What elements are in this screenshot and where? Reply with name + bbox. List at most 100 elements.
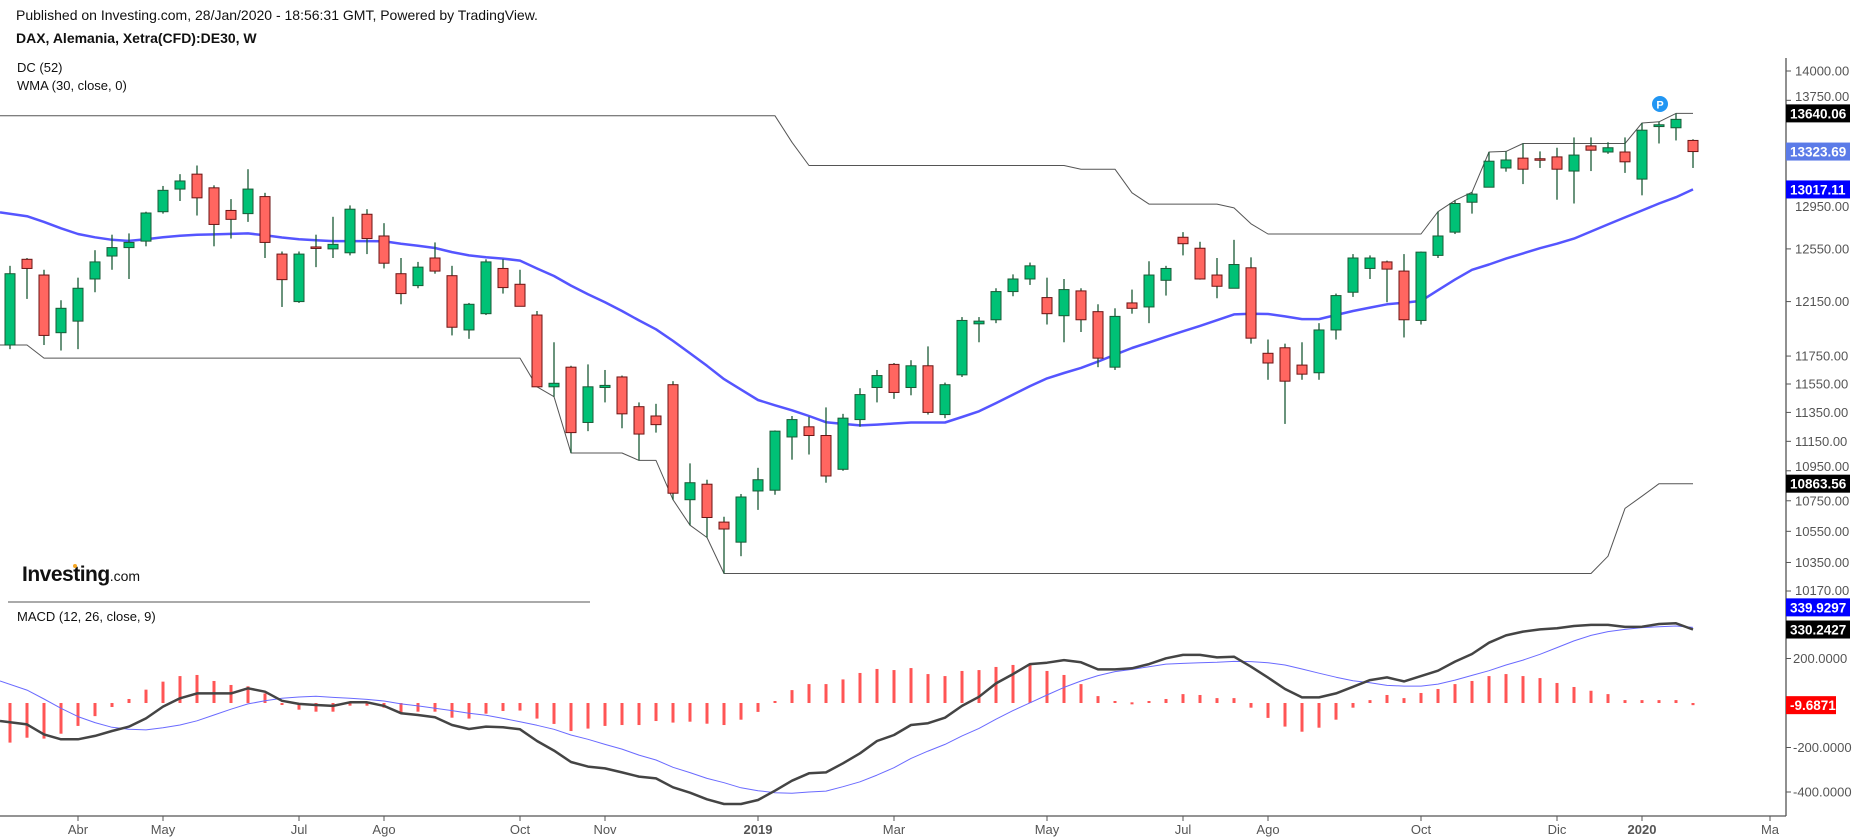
candle-up[interactable] xyxy=(990,291,1002,321)
candle-up[interactable] xyxy=(106,247,118,257)
candle-up[interactable] xyxy=(837,417,849,470)
candle-down[interactable] xyxy=(1517,157,1529,170)
marker-p-icon[interactable] xyxy=(1652,96,1668,112)
candle-up[interactable] xyxy=(123,241,135,249)
candle-down[interactable] xyxy=(1211,274,1223,287)
candle-down[interactable] xyxy=(38,274,50,336)
candle-down[interactable] xyxy=(922,365,934,413)
candle-down[interactable] xyxy=(1194,247,1206,280)
candle-up[interactable] xyxy=(1058,289,1070,317)
candle-up[interactable] xyxy=(174,180,186,190)
macd-indicator-label[interactable]: MACD (12, 26, close, 9) xyxy=(17,609,156,624)
candle-down[interactable] xyxy=(1687,139,1699,153)
candle-up[interactable] xyxy=(752,479,764,492)
candle-down[interactable] xyxy=(378,235,390,264)
candle-down[interactable] xyxy=(1041,297,1053,315)
candle-up[interactable] xyxy=(1653,124,1665,128)
candle-down[interactable] xyxy=(1381,261,1393,270)
candle-up[interactable] xyxy=(463,303,475,331)
candle-down[interactable] xyxy=(803,426,815,437)
candle-up[interactable] xyxy=(89,261,101,280)
candle-up[interactable] xyxy=(4,273,16,346)
candle-up[interactable] xyxy=(327,243,339,250)
candle-down[interactable] xyxy=(1534,158,1546,161)
candle-up[interactable] xyxy=(599,384,611,389)
candle-down[interactable] xyxy=(1551,156,1563,170)
candle-down[interactable] xyxy=(1075,290,1087,321)
candle-down[interactable] xyxy=(514,283,526,307)
candle-down[interactable] xyxy=(429,257,441,272)
candle-down[interactable] xyxy=(276,253,288,281)
candle-up[interactable] xyxy=(1364,257,1376,269)
candle-up[interactable] xyxy=(1500,159,1512,169)
candle-down[interactable] xyxy=(1262,352,1274,364)
candle-up[interactable] xyxy=(1007,278,1019,293)
candle-down[interactable] xyxy=(531,314,543,388)
candle-up[interactable] xyxy=(684,482,696,501)
candle-down[interactable] xyxy=(1585,145,1597,151)
candle-up[interactable] xyxy=(72,287,84,322)
candle-down[interactable] xyxy=(1177,236,1189,245)
candle-down[interactable] xyxy=(1296,364,1308,375)
candle-up[interactable] xyxy=(1568,154,1580,172)
wma-indicator-label[interactable]: WMA (30, close, 0) xyxy=(17,78,127,93)
candle-up[interactable] xyxy=(1143,274,1155,308)
candle-down[interactable] xyxy=(208,187,220,225)
candle-up[interactable] xyxy=(905,365,917,389)
candle-up[interactable] xyxy=(1636,129,1648,180)
candle-down[interactable] xyxy=(650,415,662,426)
candle-up[interactable] xyxy=(1466,193,1478,203)
candle-up[interactable] xyxy=(1330,295,1342,331)
candle-down[interactable] xyxy=(1245,267,1257,339)
candle-down[interactable] xyxy=(1092,311,1104,359)
candle-down[interactable] xyxy=(361,213,373,240)
candle-up[interactable] xyxy=(1024,265,1036,280)
candle-up[interactable] xyxy=(1160,267,1172,281)
candle-down[interactable] xyxy=(446,275,458,328)
candle-up[interactable] xyxy=(293,253,305,303)
dc-indicator-label[interactable]: DC (52) xyxy=(17,60,63,75)
candle-down[interactable] xyxy=(616,376,628,415)
candle-down[interactable] xyxy=(225,209,237,220)
candle-down[interactable] xyxy=(21,258,33,269)
candle-down[interactable] xyxy=(497,267,509,289)
candle-up[interactable] xyxy=(1432,235,1444,256)
candle-up[interactable] xyxy=(140,212,152,242)
candle-up[interactable] xyxy=(55,307,67,334)
candle-up[interactable] xyxy=(157,189,169,213)
candle-up[interactable] xyxy=(973,320,985,325)
candle-up[interactable] xyxy=(939,384,951,416)
candle-down[interactable] xyxy=(701,483,713,519)
candle-up[interactable] xyxy=(1483,160,1495,188)
candle-down[interactable] xyxy=(191,173,203,199)
candle-up[interactable] xyxy=(854,394,866,421)
candle-down[interactable] xyxy=(310,246,322,249)
candle-down[interactable] xyxy=(1279,347,1291,382)
candle-up[interactable] xyxy=(582,386,594,423)
candle-down[interactable] xyxy=(820,435,832,477)
candle-up[interactable] xyxy=(769,430,781,491)
candle-down[interactable] xyxy=(633,406,645,435)
candle-down[interactable] xyxy=(565,366,577,434)
candle-down[interactable] xyxy=(718,521,730,530)
candle-up[interactable] xyxy=(1109,315,1121,368)
candle-up[interactable] xyxy=(412,266,424,287)
candle-up[interactable] xyxy=(1228,264,1240,289)
candle-up[interactable] xyxy=(1347,257,1359,293)
candle-down[interactable] xyxy=(259,196,271,243)
candle-up[interactable] xyxy=(871,375,883,389)
candle-up[interactable] xyxy=(1602,147,1614,153)
candle-up[interactable] xyxy=(735,496,747,543)
candle-up[interactable] xyxy=(1449,203,1461,233)
candle-up[interactable] xyxy=(344,208,356,254)
candle-up[interactable] xyxy=(1670,118,1682,129)
candle-down[interactable] xyxy=(667,384,679,494)
candle-down[interactable] xyxy=(395,273,407,295)
candle-up[interactable] xyxy=(1415,251,1427,321)
candle-up[interactable] xyxy=(242,188,254,215)
candle-down[interactable] xyxy=(1398,270,1410,321)
candle-up[interactable] xyxy=(1313,329,1325,374)
candle-up[interactable] xyxy=(786,419,798,438)
candle-down[interactable] xyxy=(888,363,900,393)
